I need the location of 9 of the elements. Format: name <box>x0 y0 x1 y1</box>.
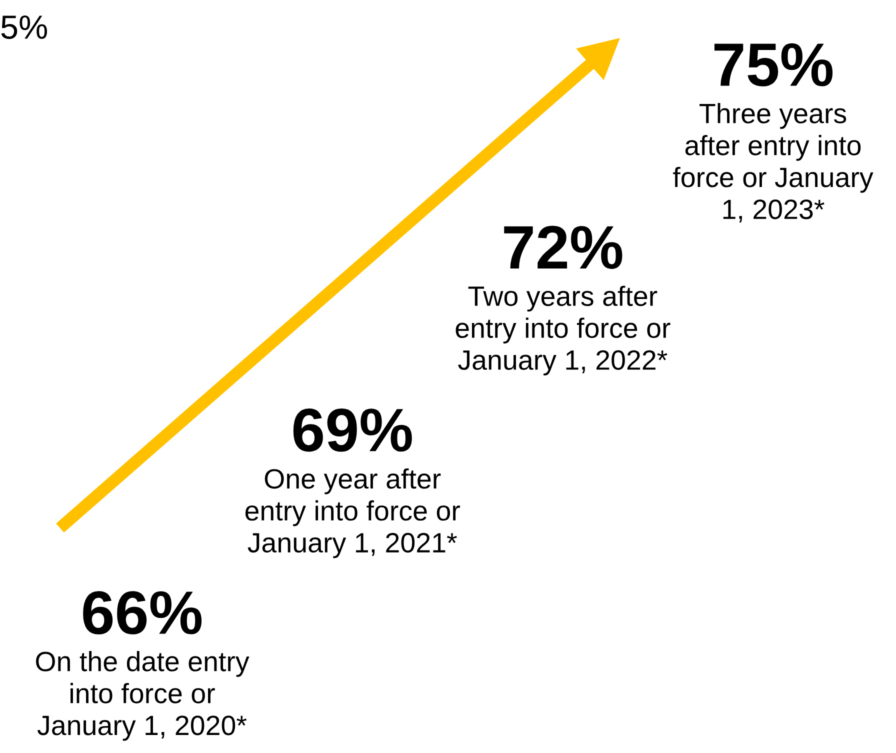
category-label: On the date entry into force or January 1, 2020* <box>36 651 250 741</box>
category-label: Two years after entry into force or January 1, 2022* <box>456 286 670 376</box>
category-label: Three years after entry into force or January 1, 2023* <box>673 103 874 222</box>
data-label: 69% <box>293 408 412 452</box>
data-label: 75% <box>714 43 833 86</box>
text: 5% <box>1 15 47 39</box>
data-label: 72% <box>504 226 622 269</box>
data-label: 66% <box>83 591 202 634</box>
category-label: One year after entry into force or January 1, 2021* <box>245 468 460 558</box>
